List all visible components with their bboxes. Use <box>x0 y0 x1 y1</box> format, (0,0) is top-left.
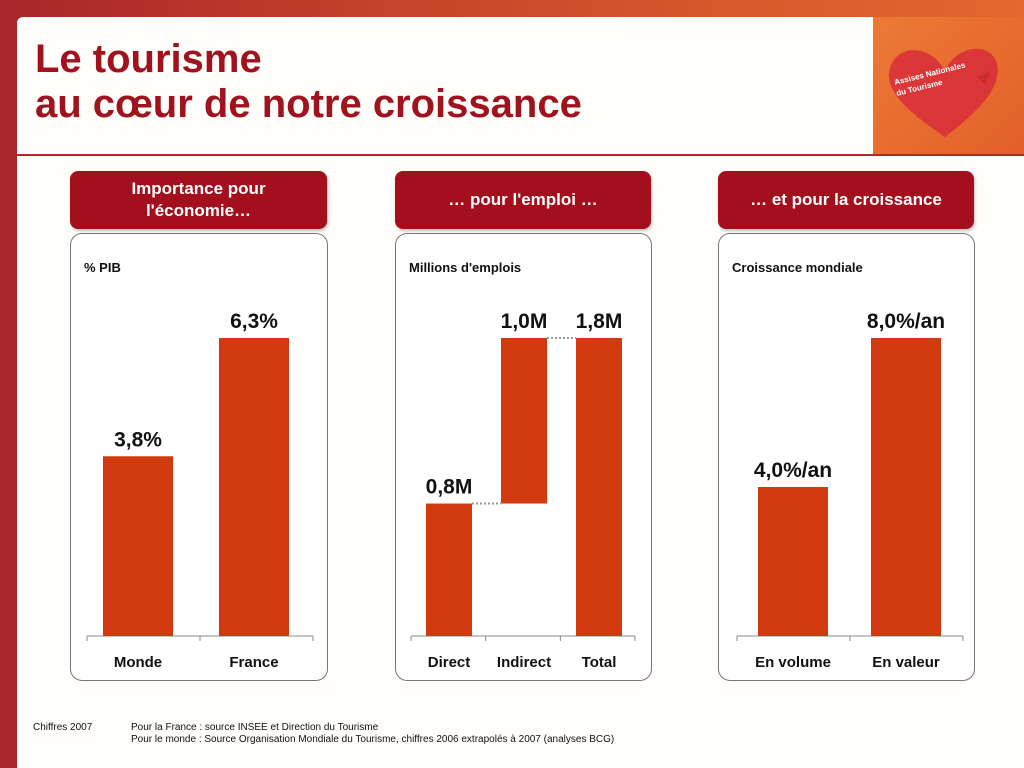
panel-croissance: Croissance mondiale 4,0%/an En volume 8,0%/… <box>718 233 975 681</box>
data-label: 4,0%/an <box>754 459 832 482</box>
title-divider <box>17 154 1024 156</box>
bar-indirect <box>501 338 547 504</box>
bar-en-valeur <box>871 338 941 636</box>
x-tick-label: Direct <box>428 654 471 671</box>
panel-header-label: … et pour la croissance <box>750 190 942 209</box>
data-label: 8,0%/an <box>867 310 945 333</box>
bar-en-volume <box>758 487 828 636</box>
panel-economie: % PIB 3,8% Monde 6,3% France <box>70 233 328 681</box>
panel-header-croissance: … et pour la croissance <box>718 171 974 229</box>
chart-pib: % PIB 3,8% Monde 6,3% France <box>84 260 314 671</box>
data-label: 1,8M <box>576 310 623 333</box>
y-axis-label: Millions d'emplois <box>409 260 521 275</box>
data-label: 0,8M <box>426 476 473 499</box>
y-axis-label: Croissance mondiale <box>732 260 863 275</box>
x-tick-label: En valeur <box>872 654 940 671</box>
chart-croissance: Croissance mondiale 4,0%/an En volume 8,0%/… <box>732 260 964 671</box>
data-label: 1,0M <box>501 310 548 333</box>
panel-header-label: Importance pour l'économie… <box>131 179 266 220</box>
title-line-2: au cœur de notre croissance <box>35 82 582 126</box>
footnote-line-2: Pour le monde : Source Organisation Mond… <box>131 734 615 745</box>
page-title: Le tourisme au cœur de notre croissance <box>35 37 582 127</box>
heart-logo-icon: Assises Nationales du Tourisme <box>888 48 998 137</box>
x-tick-label: Monde <box>114 654 162 671</box>
panel-header-label: … pour l'emploi … <box>448 190 598 209</box>
data-label: 6,3% <box>230 310 278 333</box>
bar-france <box>219 338 289 636</box>
panel-header-emploi: … pour l'emploi … <box>395 171 651 229</box>
x-tick-label: Total <box>582 654 617 671</box>
footnote-line-1: Pour la France : source INSEE et Directi… <box>131 722 379 733</box>
logo-box: Assises Nationales du Tourisme <box>873 17 1024 155</box>
x-tick-label: Indirect <box>497 654 551 671</box>
bar-monde <box>103 456 173 636</box>
chart-emplois: Millions d'emplois 0,8M Direct 1,0M Indirect… <box>409 260 636 671</box>
x-tick-label: France <box>229 654 278 671</box>
panel-emploi: Millions d'emplois 0,8M Direct 1,0M Indirect… <box>395 233 652 681</box>
title-line-1: Le tourisme <box>35 37 262 81</box>
bar-total <box>576 338 622 636</box>
x-tick-label: En volume <box>755 654 831 671</box>
y-axis-label: % PIB <box>84 260 121 275</box>
footnote-label: Chiffres 2007 <box>33 722 93 733</box>
bar-direct <box>426 503 472 636</box>
panel-header-economie: Importance pour l'économie… <box>70 171 327 229</box>
data-label: 3,8% <box>114 428 162 451</box>
